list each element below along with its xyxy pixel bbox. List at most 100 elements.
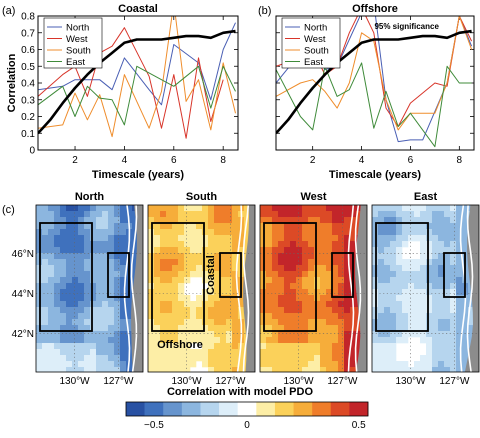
colorbar-segment xyxy=(256,402,276,416)
land-mask xyxy=(243,205,255,372)
map-field xyxy=(36,205,143,372)
lon-tick-label: 130°W xyxy=(395,376,426,387)
coastal-box xyxy=(107,252,130,298)
x-tick-label: 4 xyxy=(122,155,128,166)
x-tick-label: 2 xyxy=(310,155,316,166)
panel-label: (a) xyxy=(2,5,15,17)
map-west: West xyxy=(259,191,368,373)
panel-label: (c) xyxy=(2,204,15,216)
offshore-box xyxy=(263,222,317,332)
y-tick-label: 0.8 xyxy=(21,12,35,23)
x-tick-label: 4 xyxy=(359,155,365,166)
coastal-box xyxy=(443,252,466,298)
map-frame xyxy=(259,204,368,373)
colorbar-tick-label: 0 xyxy=(244,420,250,431)
coastal-contour xyxy=(347,205,355,372)
lat-tick-label: 44°N xyxy=(12,289,34,300)
lon-tick-label: 130°W xyxy=(59,376,90,387)
series-line-east xyxy=(276,62,472,148)
x-axis-label: Timescale (years) xyxy=(329,169,421,181)
lon-tick-label: 127°W xyxy=(439,376,470,387)
y-tick-label: 0.1 xyxy=(21,129,35,140)
series-line-east xyxy=(38,65,236,126)
lat-tick-label: 46°N xyxy=(12,249,34,260)
map-title: West xyxy=(300,191,326,203)
significance-line xyxy=(276,29,472,135)
y-tick-label: 0.5 xyxy=(21,62,35,73)
colorbar-segment xyxy=(274,402,294,416)
map-frame xyxy=(371,204,480,373)
map-field xyxy=(148,205,255,372)
y-tick-label: 0.7 xyxy=(21,28,35,39)
y-tick-label: 0 xyxy=(29,146,35,157)
panel-c-correlation-maps: (c) North 130°W 127°W South Coastal Offshore 13… xyxy=(2,191,480,398)
map-frame xyxy=(147,204,256,373)
legend-label: West xyxy=(66,34,88,45)
chart-title: Offshore xyxy=(352,3,398,15)
coastal-contour xyxy=(130,205,138,372)
colorbar-segment xyxy=(163,402,183,416)
legend-label: North xyxy=(304,23,327,34)
colorbar-segment xyxy=(293,402,313,416)
x-tick-label: 6 xyxy=(408,155,414,166)
plot-frame xyxy=(37,15,239,151)
lon-tick-label: 127°W xyxy=(103,376,134,387)
colorbar-segment xyxy=(144,402,164,416)
panel-b-offshore-chart: (b) Offshore 2 4 6 8 Timescale (years) NorthWes… xyxy=(258,3,475,181)
panel-label: (b) xyxy=(258,5,271,17)
coastal-box xyxy=(219,252,242,298)
y-tick-label: 0.3 xyxy=(21,95,35,106)
colorbar-segment xyxy=(312,402,332,416)
legend-label: South xyxy=(66,46,91,57)
x-axis-label: Timescale (years) xyxy=(92,169,184,181)
offshore-box-label: Offshore xyxy=(157,339,203,351)
panel-a-coastal-chart: (a) Coastal 0 0.1 0.2 0.3 0.4 0.5 0.6 0.7 0.8 2 4 6 8 T… xyxy=(2,3,239,181)
coastal-contour xyxy=(242,205,250,372)
y-tick-label: 0.6 xyxy=(21,45,35,56)
colorbar-segment xyxy=(200,402,220,416)
colorbar: −0.5 0 0.5 xyxy=(125,401,369,431)
series-line-north xyxy=(38,22,236,106)
chart-title: Coastal xyxy=(118,3,158,15)
lon-tick-label: 127°W xyxy=(215,376,246,387)
x-tick-label: 6 xyxy=(171,155,177,166)
map-field xyxy=(260,205,367,372)
x-tick-label: 8 xyxy=(457,155,463,166)
coastal-box xyxy=(331,252,354,298)
colorbar-tick-label: 0.5 xyxy=(352,420,366,431)
coastal-contour xyxy=(123,205,131,372)
x-tick-label: 2 xyxy=(72,155,78,166)
legend-label: North xyxy=(66,23,89,34)
y-tick-label: 0.4 xyxy=(21,79,35,90)
colorbar-frame xyxy=(125,401,369,417)
lon-tick-label: 130°W xyxy=(171,376,202,387)
plot-frame xyxy=(275,15,475,151)
y-axis-label: Correlation xyxy=(6,53,18,112)
lon-tick-label: 130°W xyxy=(283,376,314,387)
map-title: East xyxy=(414,191,438,203)
land-mask xyxy=(131,205,143,372)
map-title: North xyxy=(75,191,105,203)
legend-label: West xyxy=(304,34,326,45)
colorbar-tick-label: −0.5 xyxy=(144,420,164,431)
series-line-west xyxy=(38,27,224,139)
significance-line xyxy=(38,29,236,135)
map-title: South xyxy=(186,191,217,203)
colorbar-label: Correlation with model PDO xyxy=(167,386,314,398)
colorbar-segment xyxy=(330,402,350,416)
legend-label: South xyxy=(304,46,329,57)
offshore-box xyxy=(151,222,205,332)
x-tick-label: 8 xyxy=(220,155,226,166)
map-south: South Coastal Offshore xyxy=(147,191,256,373)
legend-box xyxy=(281,17,341,69)
coastal-box-label: Coastal xyxy=(205,255,217,295)
map-north: North xyxy=(35,191,144,373)
colorbar-segment xyxy=(126,402,145,416)
legend-box xyxy=(43,17,103,69)
colorbar-segment xyxy=(219,402,238,416)
legend-label: East xyxy=(304,57,323,68)
y-tick-label: 0.2 xyxy=(21,112,35,123)
